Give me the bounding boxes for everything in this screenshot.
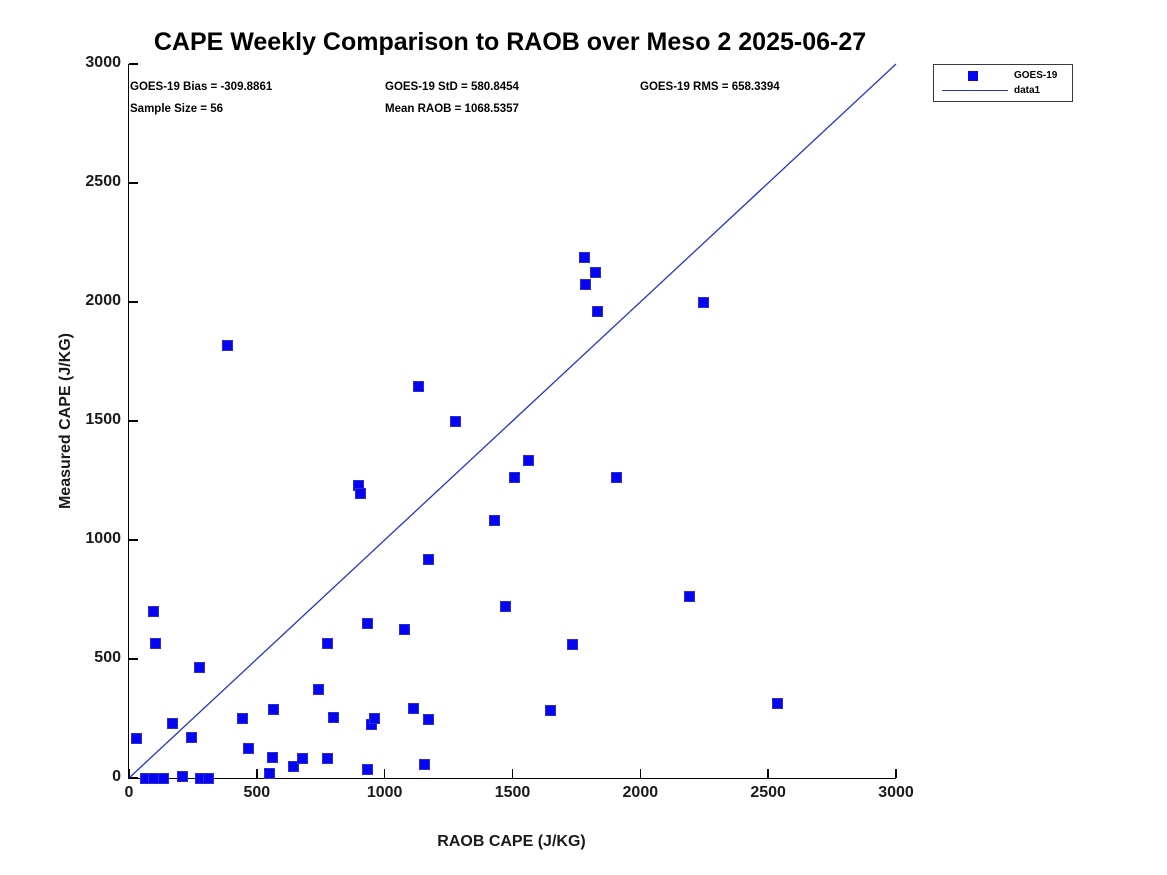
scatter-point [356, 488, 366, 498]
scatter-point [363, 618, 373, 628]
scatter-point [158, 773, 168, 783]
scatter-point [328, 712, 338, 722]
scatter-point [611, 473, 621, 483]
y-tick-mark [129, 420, 138, 422]
scatter-point [773, 698, 783, 708]
scatter-point [579, 252, 589, 262]
y-tick-label: 2000 [85, 292, 121, 309]
scatter-point [298, 754, 308, 764]
scatter-point [363, 765, 373, 775]
x-tick-mark [383, 769, 386, 778]
y-tick-mark [129, 777, 138, 779]
x-tick-label: 2500 [750, 784, 786, 801]
scatter-point [370, 713, 380, 723]
scatter-point [323, 753, 333, 763]
x-tick-mark [895, 769, 897, 778]
stat-mean-raob: Mean RAOB = 1068.5357 [385, 103, 519, 115]
y-tick-label: 1000 [85, 530, 121, 547]
plot-area: 0 500 1000 1500 2000 2500 3000 0 500 1000 1500 2000… [85, 54, 913, 801]
y-tick-mark [129, 539, 138, 541]
y-tick-mark [129, 658, 138, 660]
scatter-point [524, 456, 534, 466]
legend-row-goes19: GOES-19 [934, 69, 1072, 83]
legend-marker-icon [968, 71, 978, 81]
scatter-point [546, 706, 556, 716]
scatter-point [367, 720, 377, 730]
scatter-point [400, 624, 410, 634]
x-tick-label: 1000 [366, 784, 403, 801]
scatter-point [140, 773, 150, 783]
scatter-point [148, 607, 158, 617]
scatter-point [409, 704, 419, 714]
x-tick-label: 2000 [622, 784, 659, 801]
scatter-point [194, 662, 204, 672]
y-tick-label: 1500 [85, 411, 121, 428]
y-tick-mark [129, 301, 138, 303]
legend-row-data1: data1 [934, 84, 1072, 98]
scatter-point [323, 638, 333, 648]
y-axis-label: Measured CAPE (J/KG) [57, 332, 74, 510]
scatter-point [568, 639, 578, 649]
scatter-point [501, 602, 511, 612]
y-tick-label: 500 [94, 649, 121, 666]
stat-bias: GOES-19 Bias = -309.8861 [130, 81, 273, 93]
scatter-point [424, 715, 434, 725]
scatter-point [353, 480, 363, 490]
legend-label-goes19: GOES-19 [1014, 70, 1058, 81]
scatter-point [269, 705, 279, 715]
identity-line [128, 63, 897, 779]
x-tick-label: 500 [243, 784, 271, 801]
x-tick-label: 0 [124, 784, 134, 801]
y-tick-label: 2500 [85, 173, 121, 190]
scatter-point [581, 280, 591, 290]
scatter-point [490, 516, 500, 526]
scatter-point [223, 340, 233, 350]
scatter-point [237, 714, 247, 724]
legend-label-data1: data1 [1014, 85, 1041, 96]
scatter-point [509, 473, 519, 483]
x-tick-mark [256, 769, 258, 778]
x-tick-label: 3000 [878, 784, 914, 801]
scatter-point [699, 297, 709, 307]
legend-line-icon [942, 90, 1008, 91]
scatter-point [150, 638, 160, 648]
scatter-point [178, 771, 188, 781]
scatter-point [203, 773, 213, 783]
scatter-point [451, 416, 461, 426]
scatter-point [593, 306, 603, 316]
scatter-point [132, 734, 142, 744]
scatter-point [244, 743, 254, 753]
scatter-point [590, 267, 600, 277]
stat-rms: GOES-19 RMS = 658.3394 [640, 81, 780, 93]
scatter-point [148, 773, 158, 783]
stat-std: GOES-19 StD = 580.8454 [385, 81, 519, 93]
scatter-point [685, 592, 695, 602]
scatter-point [195, 773, 205, 783]
scatter-point [268, 752, 278, 762]
scatter-point [187, 732, 197, 742]
scatter-point [265, 768, 275, 778]
scatter-point [168, 718, 178, 728]
y-tick-mark [129, 182, 138, 184]
x-tick-mark [767, 769, 769, 778]
x-tick-label: 1500 [494, 784, 531, 801]
chart-title: CAPE Weekly Comparison to RAOB over Meso… [153, 28, 867, 56]
legend: GOES-19 data1 [933, 64, 1073, 102]
x-tick-mark [511, 769, 514, 778]
x-tick-mark [639, 769, 642, 778]
scatter-point [424, 554, 434, 564]
stat-sample-size: Sample Size = 56 [130, 103, 224, 115]
scatter-point [314, 685, 324, 695]
x-tick-mark [128, 769, 130, 778]
y-tick-label: 3000 [85, 54, 121, 71]
y-tick-mark [129, 63, 138, 65]
y-tick-label: 0 [112, 768, 121, 785]
scatter-point [289, 761, 299, 771]
x-axis-label: RAOB CAPE (J/KG) [437, 833, 586, 850]
scatter-point [414, 381, 424, 391]
scatter-point [419, 760, 429, 770]
